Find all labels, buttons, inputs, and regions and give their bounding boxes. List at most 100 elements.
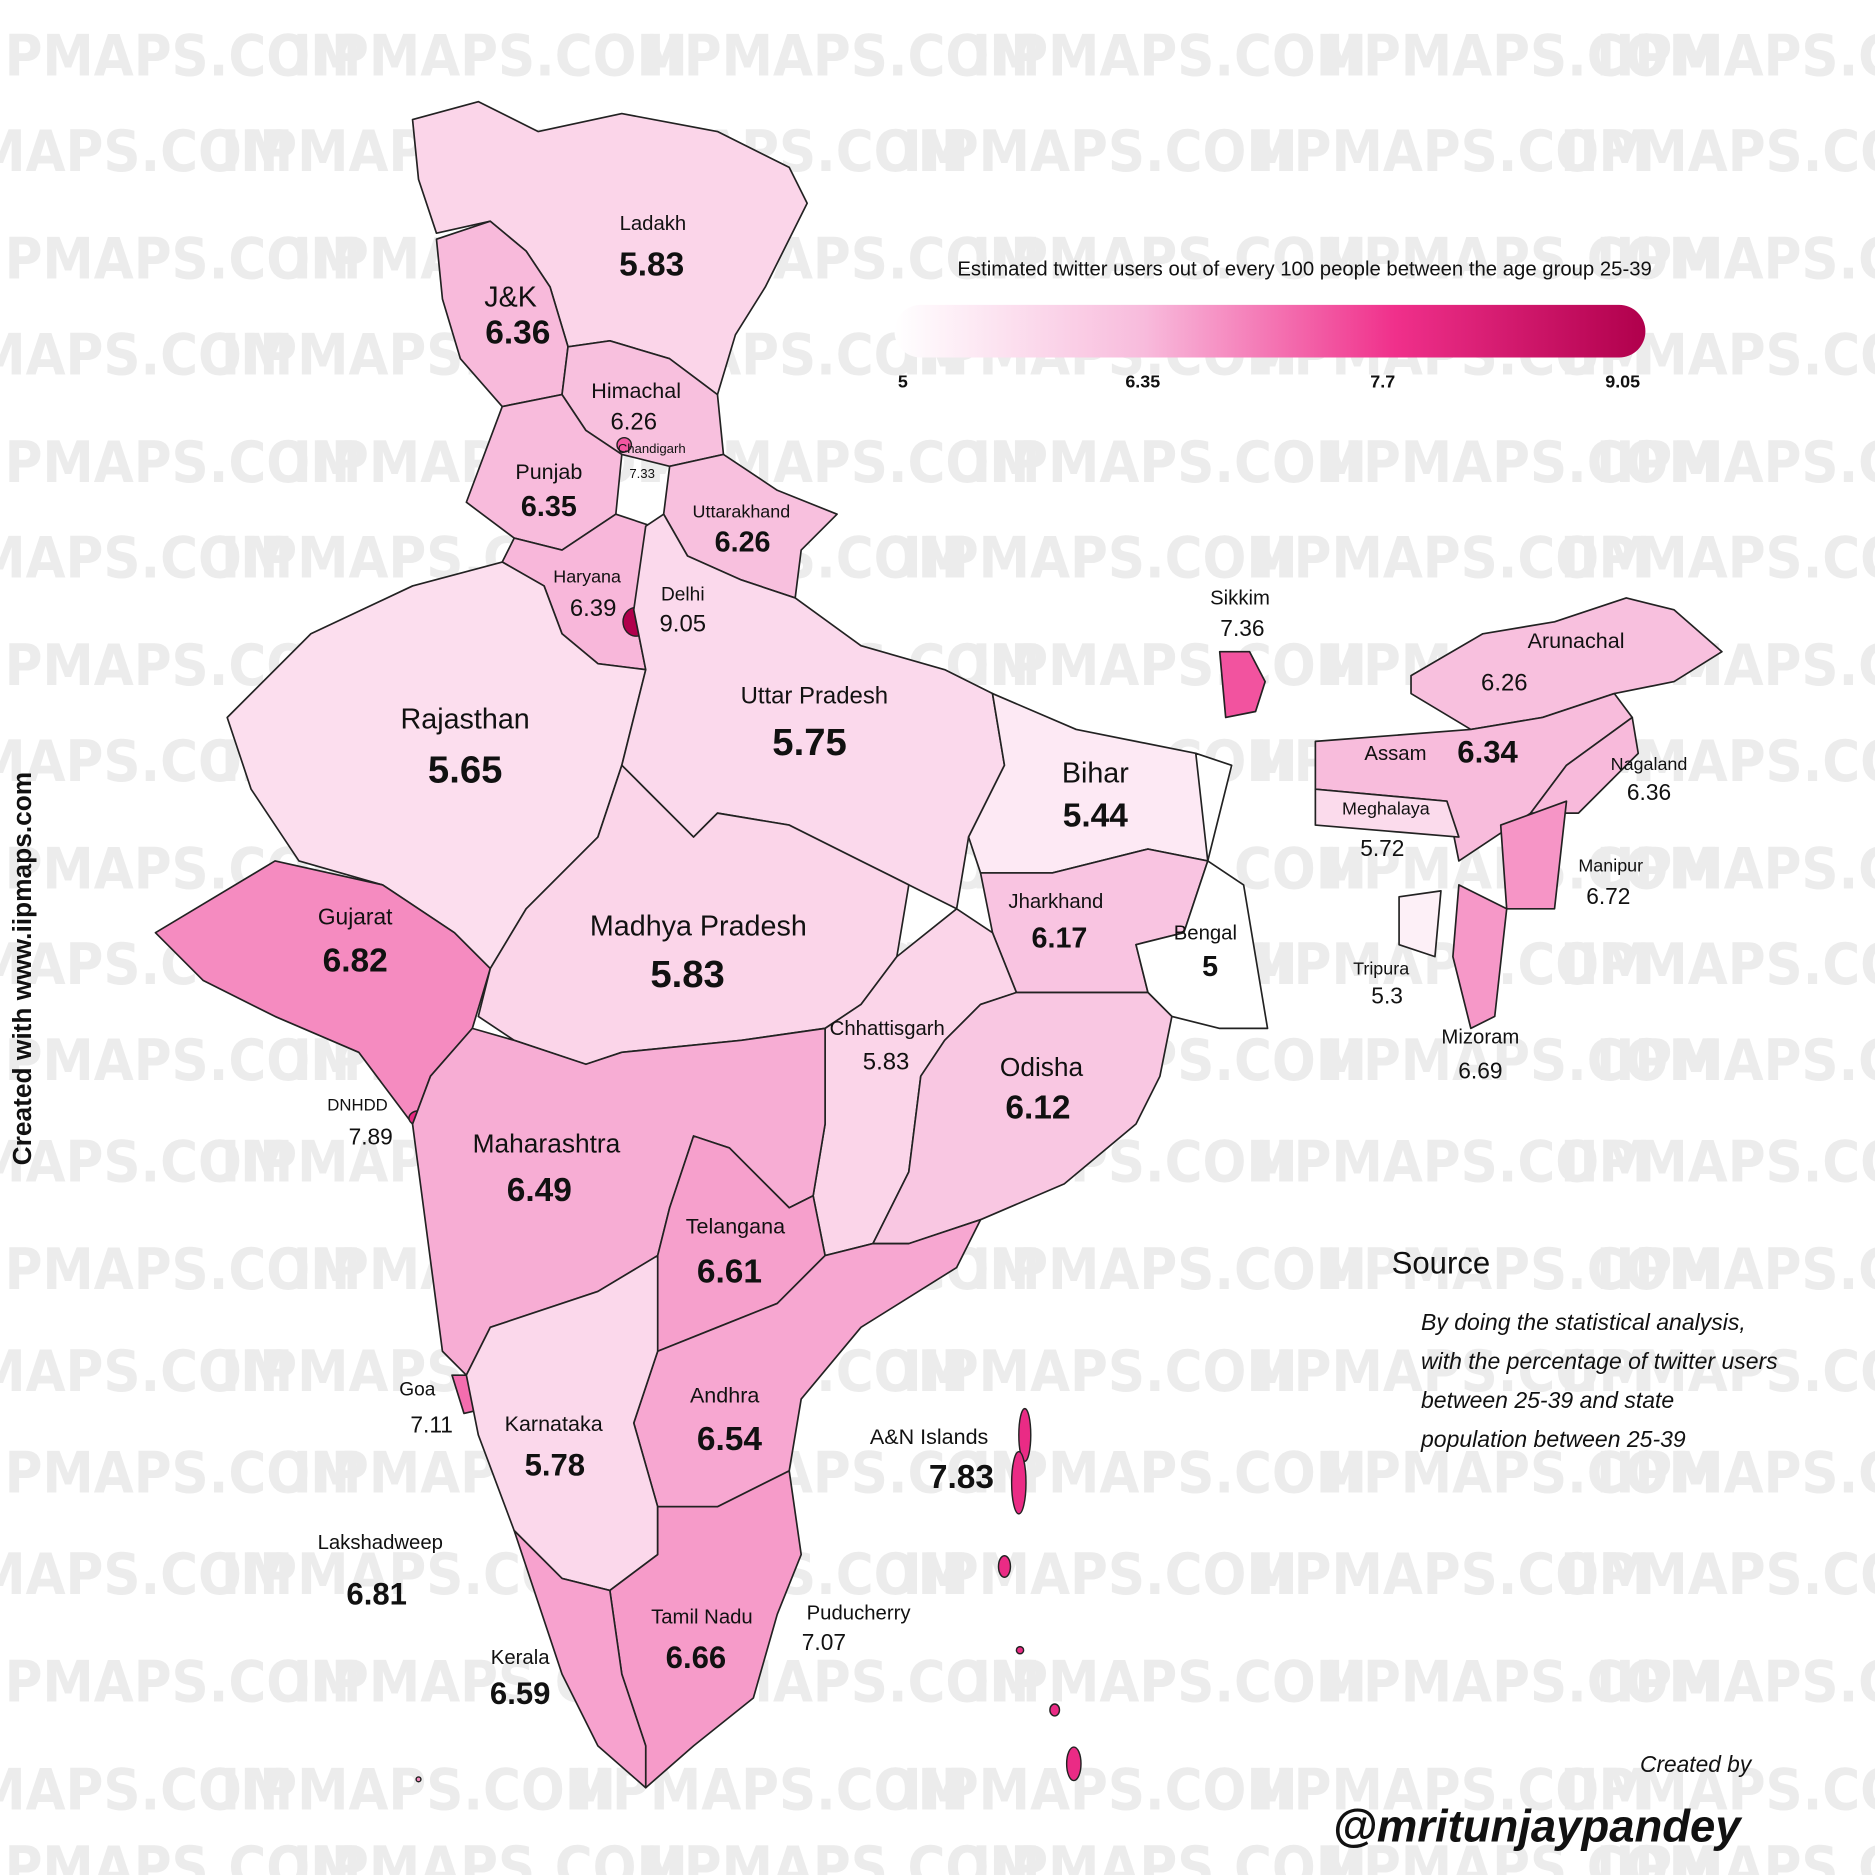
watermark: IIPMAPS.COM [902,1756,1297,1823]
region-shape [1410,597,1723,731]
region-name: Mizoram [1441,1026,1519,1048]
region-shape [1398,890,1442,958]
region-value: 7.07 [802,1629,846,1655]
region-value: 6.12 [1005,1090,1070,1127]
watermark: IIPMAPS.COM [645,22,1040,89]
region-shape [1529,716,1640,814]
region-value: 6.69 [1458,1058,1502,1084]
credit-handle: @mritunjaypandey [1333,1801,1744,1852]
region-value: 6.59 [490,1676,551,1711]
region-value: 6.66 [666,1640,727,1675]
region-name: Haryana [553,566,621,586]
region-name: Telangana [686,1215,785,1239]
watermark: IIPMAPS.COM [293,1834,688,1875]
watermark: IIPMAPS.COM [1560,1541,1875,1608]
region-value: 6.39 [570,595,617,622]
region-value: 6.36 [485,315,550,352]
region-name: Andhra [690,1383,759,1407]
watermark: IIPMAPS.COM [972,226,1367,293]
region-value: 6.26 [1481,669,1528,696]
watermark: IIPMAPS.COM [1255,1541,1650,1608]
watermark: IIPMAPS.COM [1325,1027,1720,1094]
region-name: Meghalaya [1342,798,1430,818]
watermark: IIPMAPS.COM [1596,1236,1875,1303]
watermark: IIPMAPS.COM [0,525,293,592]
watermark: IIPMAPS.COM [0,1834,361,1875]
watermark: IIPMAPS.COM [902,118,1297,185]
region-shape [997,1555,1012,1578]
region-name: Kerala [491,1647,550,1669]
legend-tick-label: 7.7 [1370,371,1395,391]
region-value: 5.83 [619,247,684,284]
watermark: IIPMAPS.COM [0,1649,361,1716]
watermark: IIPMAPS.COM [0,1129,293,1196]
watermark: IIPMAPS.COM [0,1027,361,1094]
region-value: 6.61 [697,1253,762,1290]
region-name: Nagaland [1611,754,1688,774]
region-value: 6.49 [507,1172,572,1209]
region-name: Gujarat [318,903,393,929]
region-value: 7.11 [410,1412,453,1438]
region-name: Sikkim [1210,587,1270,609]
side-note: Created with www.iipmaps.com [7,772,37,1166]
watermark: IIPMAPS.COM [0,1236,361,1303]
region-name: Uttar Pradesh [741,682,889,709]
region-value: 5.3 [1371,982,1403,1008]
watermark: IIPMAPS.COM [1560,525,1875,592]
watermark: IIPMAPS.COM [1255,1756,1650,1823]
region-value: 6.26 [715,527,771,559]
watermark: IIPMAPS.COM [902,1338,1297,1405]
watermark: IIPMAPS.COM [1560,1129,1875,1196]
legend-tick-label: 9.05 [1605,371,1640,391]
region-name: Odisha [1000,1052,1084,1082]
region-name: Punjab [515,460,582,484]
region-value: 7.89 [349,1123,393,1149]
watermark: IIPMAPS.COM [972,1439,1367,1506]
watermark: IIPMAPS.COM [1596,22,1875,89]
region-shape [1452,884,1508,1030]
region-value: 6.34 [1457,735,1518,770]
region-value: 5.78 [525,1447,586,1482]
watermark: IIPMAPS.COM [1325,429,1720,496]
watermark: IIPMAPS.COM [1596,1649,1875,1716]
region-name: Jharkhand [1008,891,1103,913]
region-value: 5.44 [1063,798,1129,835]
region-shape [1499,800,1568,910]
region-shape [872,991,1173,1245]
watermark: IIPMAPS.COM [1325,1439,1720,1506]
watermark: IIPMAPS.COM [1255,1129,1650,1196]
watermark: IIPMAPS.COM [1596,1439,1875,1506]
watermark: IIPMAPS.COM [0,429,361,496]
watermark: IIPMAPS.COM [0,118,293,185]
watermark: IIPMAPS.COM [1560,1756,1875,1823]
watermark: IIPMAPS.COM [0,1338,293,1405]
region-name: DNHDD [327,1096,387,1115]
region-value: 6.35 [521,491,577,523]
watermark: IIPMAPS.COM [0,1756,293,1823]
region-shape [1010,1450,1027,1515]
region-name: Manipur [1578,856,1643,876]
region-name: Puducherry [807,1603,912,1625]
watermark: IIPMAPS.COM [1325,1236,1720,1303]
region-name: Tamil Nadu [651,1606,753,1628]
source-text: By doing the statistical analysis, with … [1421,1309,1778,1452]
watermark: IIPMAPS.COM [902,1541,1297,1608]
region-name: Delhi [661,585,705,606]
region-value: 7.36 [1220,615,1264,641]
watermark: IIPMAPS.COM [1325,1649,1720,1716]
region-value: 5.83 [650,953,724,996]
legend-bar [894,304,1646,358]
region-name: Assam [1364,743,1426,765]
watermark: IIPMAPS.COM [972,1834,1367,1875]
watermark: IIPMAPS.COM [1325,22,1720,89]
watermark: IIPMAPS.COM [1325,1834,1720,1875]
region-name: Lakshadweep [318,1532,443,1554]
watermark: IIPMAPS.COM [0,22,361,89]
region-value: 7.83 [929,1459,994,1496]
region-shape [513,1529,647,1789]
region-name: Rajasthan [401,704,530,736]
watermark: IIPMAPS.COM [1255,931,1650,998]
watermark: IIPMAPS.COM [1596,836,1875,903]
watermark: IIPMAPS.COM [902,525,1297,592]
